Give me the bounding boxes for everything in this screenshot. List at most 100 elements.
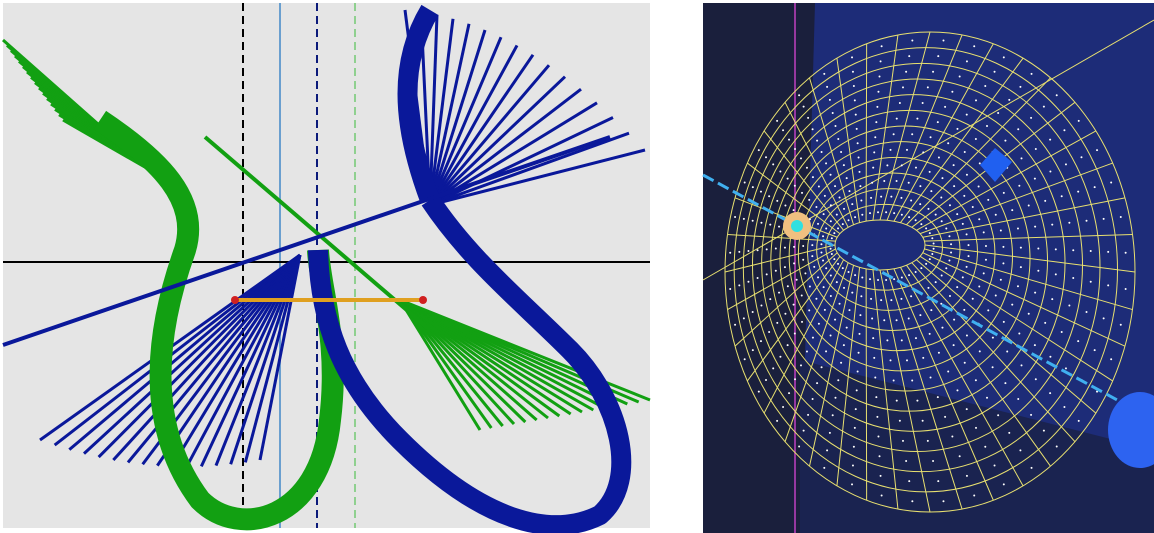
mesh-dot — [993, 70, 996, 73]
mesh-dot — [921, 101, 924, 104]
mesh-dot — [1049, 170, 1052, 173]
mesh-dot — [958, 75, 961, 78]
mesh-dot — [841, 267, 844, 270]
fan-line — [82, 253, 302, 455]
mesh-dot — [945, 227, 948, 230]
mesh-dot — [893, 278, 896, 281]
mesh-dot — [928, 170, 931, 173]
mesh-dot — [921, 419, 924, 422]
mesh-dot — [973, 494, 976, 497]
mesh-dot — [922, 356, 925, 359]
mesh-dot — [837, 379, 840, 382]
fan-line — [428, 23, 471, 206]
mesh-dot — [808, 198, 811, 201]
mesh-spoke — [886, 34, 963, 221]
mesh-dot — [825, 162, 828, 165]
fan-line — [156, 254, 302, 467]
mesh-dot — [940, 302, 943, 305]
mesh-dot — [1060, 330, 1063, 333]
mesh-dot — [1017, 128, 1020, 131]
mesh-dot — [829, 334, 832, 337]
mesh-dot — [984, 445, 987, 448]
mesh-dot — [1030, 413, 1033, 416]
mesh-dot — [757, 149, 760, 152]
mesh-dot — [1002, 191, 1005, 194]
fan-line — [398, 299, 482, 431]
mesh-dot — [820, 243, 823, 246]
mesh-dot — [1080, 156, 1083, 159]
mesh-dot — [830, 237, 833, 240]
mesh-dot — [817, 185, 820, 188]
mesh-dot — [1016, 227, 1019, 230]
mesh-spoke — [879, 31, 931, 221]
mesh-dot — [816, 139, 819, 142]
mesh-dot — [772, 163, 775, 166]
mesh-dot — [987, 309, 990, 312]
mesh-dot — [932, 242, 935, 245]
mesh-dot — [834, 124, 837, 127]
mesh-dot — [982, 272, 985, 275]
mesh-dot — [1030, 116, 1033, 119]
mesh-dot — [776, 119, 779, 122]
mesh-dot — [875, 121, 878, 124]
mesh-dot — [743, 181, 746, 184]
mesh-spoke — [865, 43, 868, 222]
mesh-dot — [825, 350, 828, 353]
blue-line — [2, 135, 611, 347]
mesh-dot — [811, 397, 814, 400]
mesh-dot — [845, 177, 848, 180]
mesh-dot — [1004, 382, 1007, 385]
mesh-dot — [974, 379, 977, 382]
mesh-dot — [760, 304, 763, 307]
mesh-dot — [802, 244, 805, 247]
mesh-dot — [1124, 288, 1127, 291]
mesh-dot — [854, 408, 857, 411]
mesh-dot — [890, 299, 893, 302]
mesh-dot — [945, 267, 948, 270]
mesh-dot — [925, 227, 928, 230]
mesh-dot — [822, 286, 825, 289]
mesh-dot — [738, 250, 741, 253]
mesh-dot — [1027, 312, 1030, 315]
mesh-spoke — [809, 77, 855, 225]
fan-line — [428, 18, 455, 206]
mesh-spoke — [865, 268, 868, 501]
mesh-dot — [951, 435, 954, 438]
mesh-dot — [840, 361, 843, 364]
mesh-dot — [742, 317, 745, 320]
mesh-dot — [829, 173, 832, 176]
mesh-spoke — [727, 233, 836, 242]
sphere — [1108, 392, 1154, 468]
mesh-dot — [895, 319, 898, 322]
mesh-dot — [929, 376, 932, 379]
mesh-dot — [851, 483, 854, 486]
mesh-dot — [900, 276, 903, 279]
mesh-dot — [1064, 367, 1067, 370]
mesh-dot — [940, 274, 943, 277]
mesh-dot — [788, 138, 791, 141]
mesh-spoke — [886, 269, 963, 510]
mesh-dot — [760, 221, 763, 224]
mesh-dot — [768, 330, 771, 333]
mesh-dot — [855, 127, 858, 130]
mesh-dot — [811, 244, 814, 247]
mesh-dot — [788, 392, 791, 395]
mesh-dot — [833, 232, 836, 235]
mesh-dot — [965, 60, 968, 63]
mesh-dot — [815, 206, 818, 209]
mesh-dot — [1019, 266, 1022, 269]
mesh-dot — [908, 480, 911, 483]
mesh-dot — [829, 220, 832, 223]
mesh-dot — [747, 250, 750, 253]
mesh-dot — [853, 426, 856, 429]
mesh-dot — [908, 55, 911, 58]
mesh-dot — [734, 215, 737, 218]
fan-line — [185, 254, 302, 468]
mesh-dot — [831, 111, 834, 114]
mesh-dot — [885, 211, 888, 214]
mesh-dot — [993, 464, 996, 467]
mesh-dot — [914, 166, 917, 169]
mesh-dot — [829, 204, 832, 207]
mesh-dot — [948, 235, 951, 238]
mesh-dot — [978, 162, 981, 165]
